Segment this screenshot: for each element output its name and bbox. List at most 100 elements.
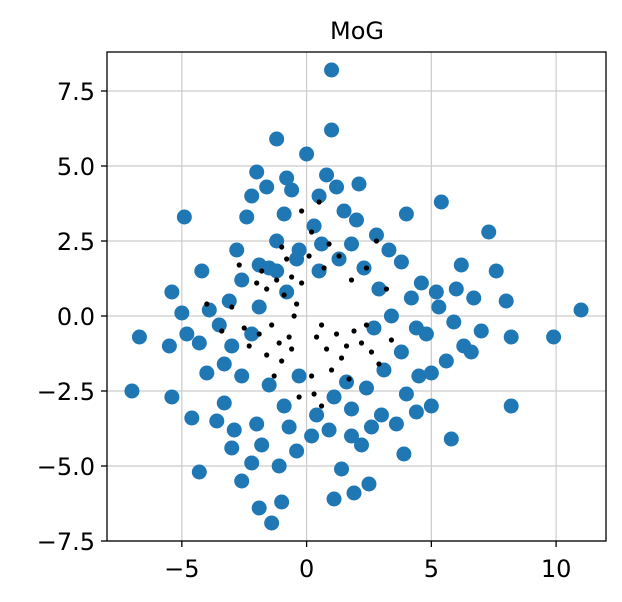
blue-point: [304, 428, 320, 444]
blue-point: [264, 515, 280, 531]
blue-point: [284, 182, 300, 198]
blue-point: [324, 122, 340, 138]
blue-point: [358, 380, 374, 396]
blue-point: [353, 437, 369, 453]
black-point: [376, 361, 382, 367]
blue-point: [373, 407, 389, 423]
y-tick-label: 5.0: [57, 153, 95, 181]
blue-point: [274, 494, 290, 510]
blue-point: [289, 443, 305, 459]
blue-point: [428, 284, 444, 300]
blue-point: [438, 353, 454, 369]
y-tick-label: −5.0: [37, 453, 95, 481]
black-point: [308, 373, 315, 379]
blue-point: [244, 326, 260, 342]
black-point: [383, 286, 390, 292]
blue-point: [279, 170, 295, 186]
black-point: [289, 274, 295, 280]
blue-point: [211, 317, 227, 333]
blue-point: [224, 338, 240, 354]
blue-point: [201, 302, 217, 318]
blue-point: [254, 437, 270, 453]
blue-point: [383, 308, 399, 324]
blue-point: [176, 209, 192, 225]
blue-point: [463, 344, 479, 360]
black-point: [333, 331, 340, 337]
blue-point: [269, 263, 285, 279]
black-point: [296, 394, 302, 400]
black-point: [343, 343, 350, 349]
blue-point: [573, 302, 589, 318]
blue-point: [398, 386, 414, 402]
blue-point: [546, 329, 562, 345]
blue-point: [259, 179, 275, 195]
blue-point: [398, 206, 414, 222]
plot-frame: [106, 51, 607, 542]
blue-point: [209, 413, 225, 429]
blue-point: [388, 416, 404, 432]
black-point: [281, 292, 287, 298]
black-point: [326, 241, 332, 247]
blue-point: [393, 254, 409, 270]
blue-point: [234, 473, 250, 489]
black-point: [291, 313, 297, 319]
blue-point: [423, 365, 439, 381]
y-tick-label: 2.5: [57, 228, 95, 256]
blue-point: [411, 368, 427, 384]
blue-point: [344, 401, 360, 417]
black-point: [204, 301, 210, 307]
blue-point: [363, 419, 379, 435]
y-tick-label: 0.0: [57, 303, 95, 331]
blue-point: [299, 146, 315, 162]
black-point: [286, 334, 292, 340]
blue-point: [226, 422, 242, 438]
black-point: [271, 373, 277, 379]
y-tick-label: −2.5: [37, 378, 95, 406]
blue-point: [184, 410, 200, 426]
blue-point: [488, 263, 504, 279]
blue-point: [191, 335, 207, 351]
blue-point: [393, 344, 409, 360]
blue-point: [361, 476, 377, 492]
blue-point: [339, 374, 355, 390]
black-point: [229, 304, 235, 310]
black-point: [318, 322, 325, 328]
blue-point: [443, 431, 459, 447]
blue-point: [249, 164, 265, 180]
black-point: [274, 277, 280, 283]
black-point: [259, 268, 265, 274]
blue-point: [279, 284, 295, 300]
blue-point: [503, 398, 519, 414]
blue-point: [174, 305, 190, 321]
blue-point: [334, 461, 350, 477]
black-point: [306, 253, 312, 259]
blue-point: [448, 281, 464, 297]
black-point: [284, 256, 290, 262]
blue-point: [329, 179, 345, 195]
black-point: [276, 340, 282, 346]
black-point: [318, 403, 325, 409]
blue-point: [289, 251, 305, 267]
black-point: [308, 229, 315, 235]
blue-point: [408, 404, 424, 420]
black-point: [269, 322, 275, 328]
blue-point: [251, 299, 267, 315]
blue-point: [191, 464, 207, 480]
blue-point: [336, 203, 352, 219]
blue-point: [324, 62, 340, 78]
blue-point: [346, 485, 362, 501]
blue-point: [291, 368, 307, 384]
blue-point: [453, 257, 469, 273]
blue-point: [216, 356, 232, 372]
chart-title: MoG: [330, 17, 384, 45]
blue-point: [131, 329, 147, 345]
black-point: [289, 346, 295, 352]
black-point: [254, 280, 260, 286]
blue-point: [321, 422, 337, 438]
blue-point: [403, 290, 419, 306]
blue-point: [269, 131, 285, 147]
blue-point: [344, 236, 360, 252]
black-point: [351, 328, 357, 334]
black-point: [346, 376, 352, 382]
